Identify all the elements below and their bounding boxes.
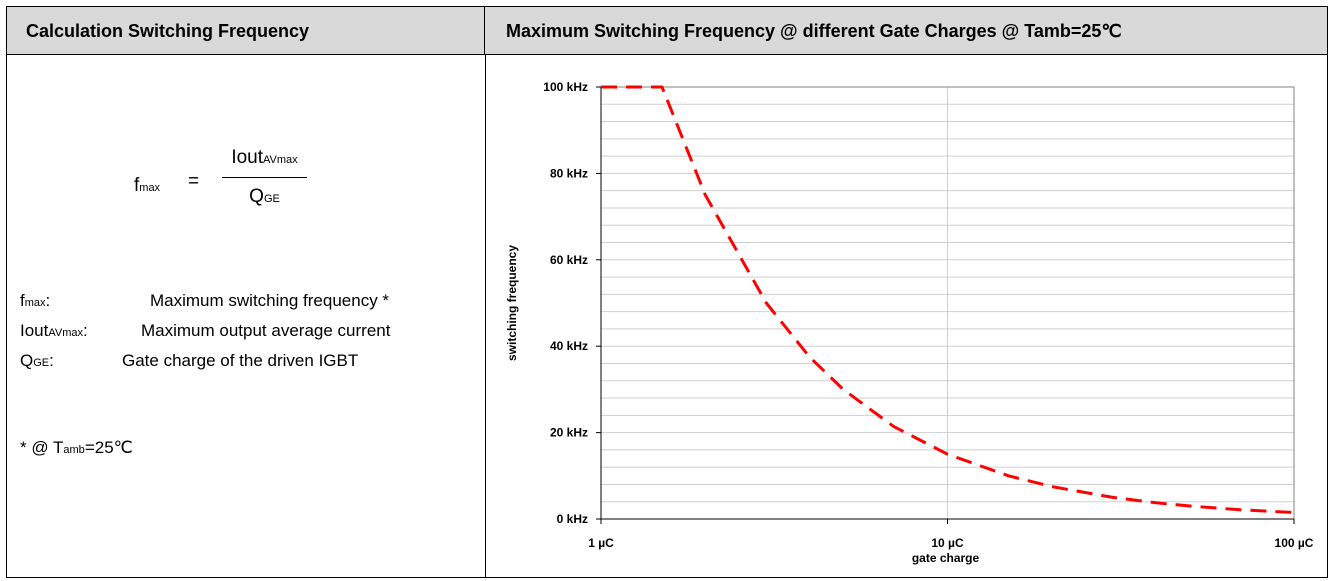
grid-lines — [601, 87, 1294, 519]
legend-colon: : — [45, 291, 51, 310]
footnote: * @ Tamb=25℃ — [20, 438, 133, 458]
legend-desc-qge: Gate charge of the driven IGBT — [122, 351, 359, 370]
fraction-line — [222, 177, 307, 178]
x-tick-label: 1 µC — [588, 536, 614, 550]
formula-equals: = — [188, 171, 200, 192]
legend-symbol-main: Q — [20, 351, 34, 370]
formula-numerator-sub: AVmax — [263, 154, 298, 166]
legend-symbol-fmax: fmax: — [20, 291, 50, 311]
right-panel-header: Maximum Switching Frequency @ different … — [485, 7, 1327, 55]
panel-divider — [485, 55, 486, 577]
legend-symbol-main: Iout — [20, 321, 49, 340]
left-panel-header: Calculation Switching Frequency — [7, 7, 485, 55]
x-tick-label: 10 µC — [931, 536, 964, 550]
formula-lhs-sub: max — [139, 182, 161, 194]
formula-numerator: IoutAVmax — [222, 147, 307, 169]
legend-symbol-sub: max — [24, 297, 46, 309]
table-frame: Calculation Switching Frequency Maximum … — [6, 6, 1328, 578]
legend-symbol-ioutavmax: IoutAVmax: — [20, 321, 88, 341]
formula-denominator-sub: GE — [263, 193, 280, 205]
series-layer — [601, 85, 1295, 514]
footnote-prefix: * @ T — [20, 438, 64, 457]
tick-labels: 0 kHz 20 kHz 40 kHz 60 kHz 80 kHz 100 kHz 1 µC… — [543, 80, 1314, 550]
formula-lhs: fmax — [134, 175, 160, 197]
y-axis-label: switching frequency — [505, 245, 519, 361]
legend-desc-ioutavmax: Maximum output average current — [141, 321, 391, 340]
x-tick-label: 100 µC — [1275, 536, 1314, 550]
legend-symbol-sub: GE — [33, 357, 50, 369]
y-tick-label: 0 kHz — [557, 512, 588, 526]
legend-symbol-main: f — [20, 291, 25, 310]
series-line-0 — [601, 85, 1295, 514]
footnote-suffix: =25℃ — [84, 438, 133, 457]
legend-colon: : — [83, 321, 88, 340]
y-tick-label: 60 kHz — [550, 253, 588, 267]
y-tick-label: 100 kHz — [543, 80, 588, 94]
y-tick-label: 40 kHz — [550, 339, 588, 353]
formula-denominator: QGE — [222, 186, 307, 208]
formula-lhs-main: f — [134, 175, 140, 196]
legend-symbol-sub: AVmax — [48, 327, 83, 339]
legend-colon: : — [49, 351, 54, 370]
legend-symbol-qge: QGE: — [20, 351, 54, 371]
legend-desc-fmax: Maximum switching frequency * — [150, 291, 390, 310]
formula-numerator-main: Iout — [231, 147, 264, 168]
y-tick-label: 20 kHz — [550, 426, 588, 440]
y-tick-label: 80 kHz — [550, 166, 588, 180]
footnote-sub: amb — [63, 444, 85, 456]
x-axis-label: gate charge — [912, 551, 980, 565]
formula-denominator-main: Q — [249, 186, 264, 207]
